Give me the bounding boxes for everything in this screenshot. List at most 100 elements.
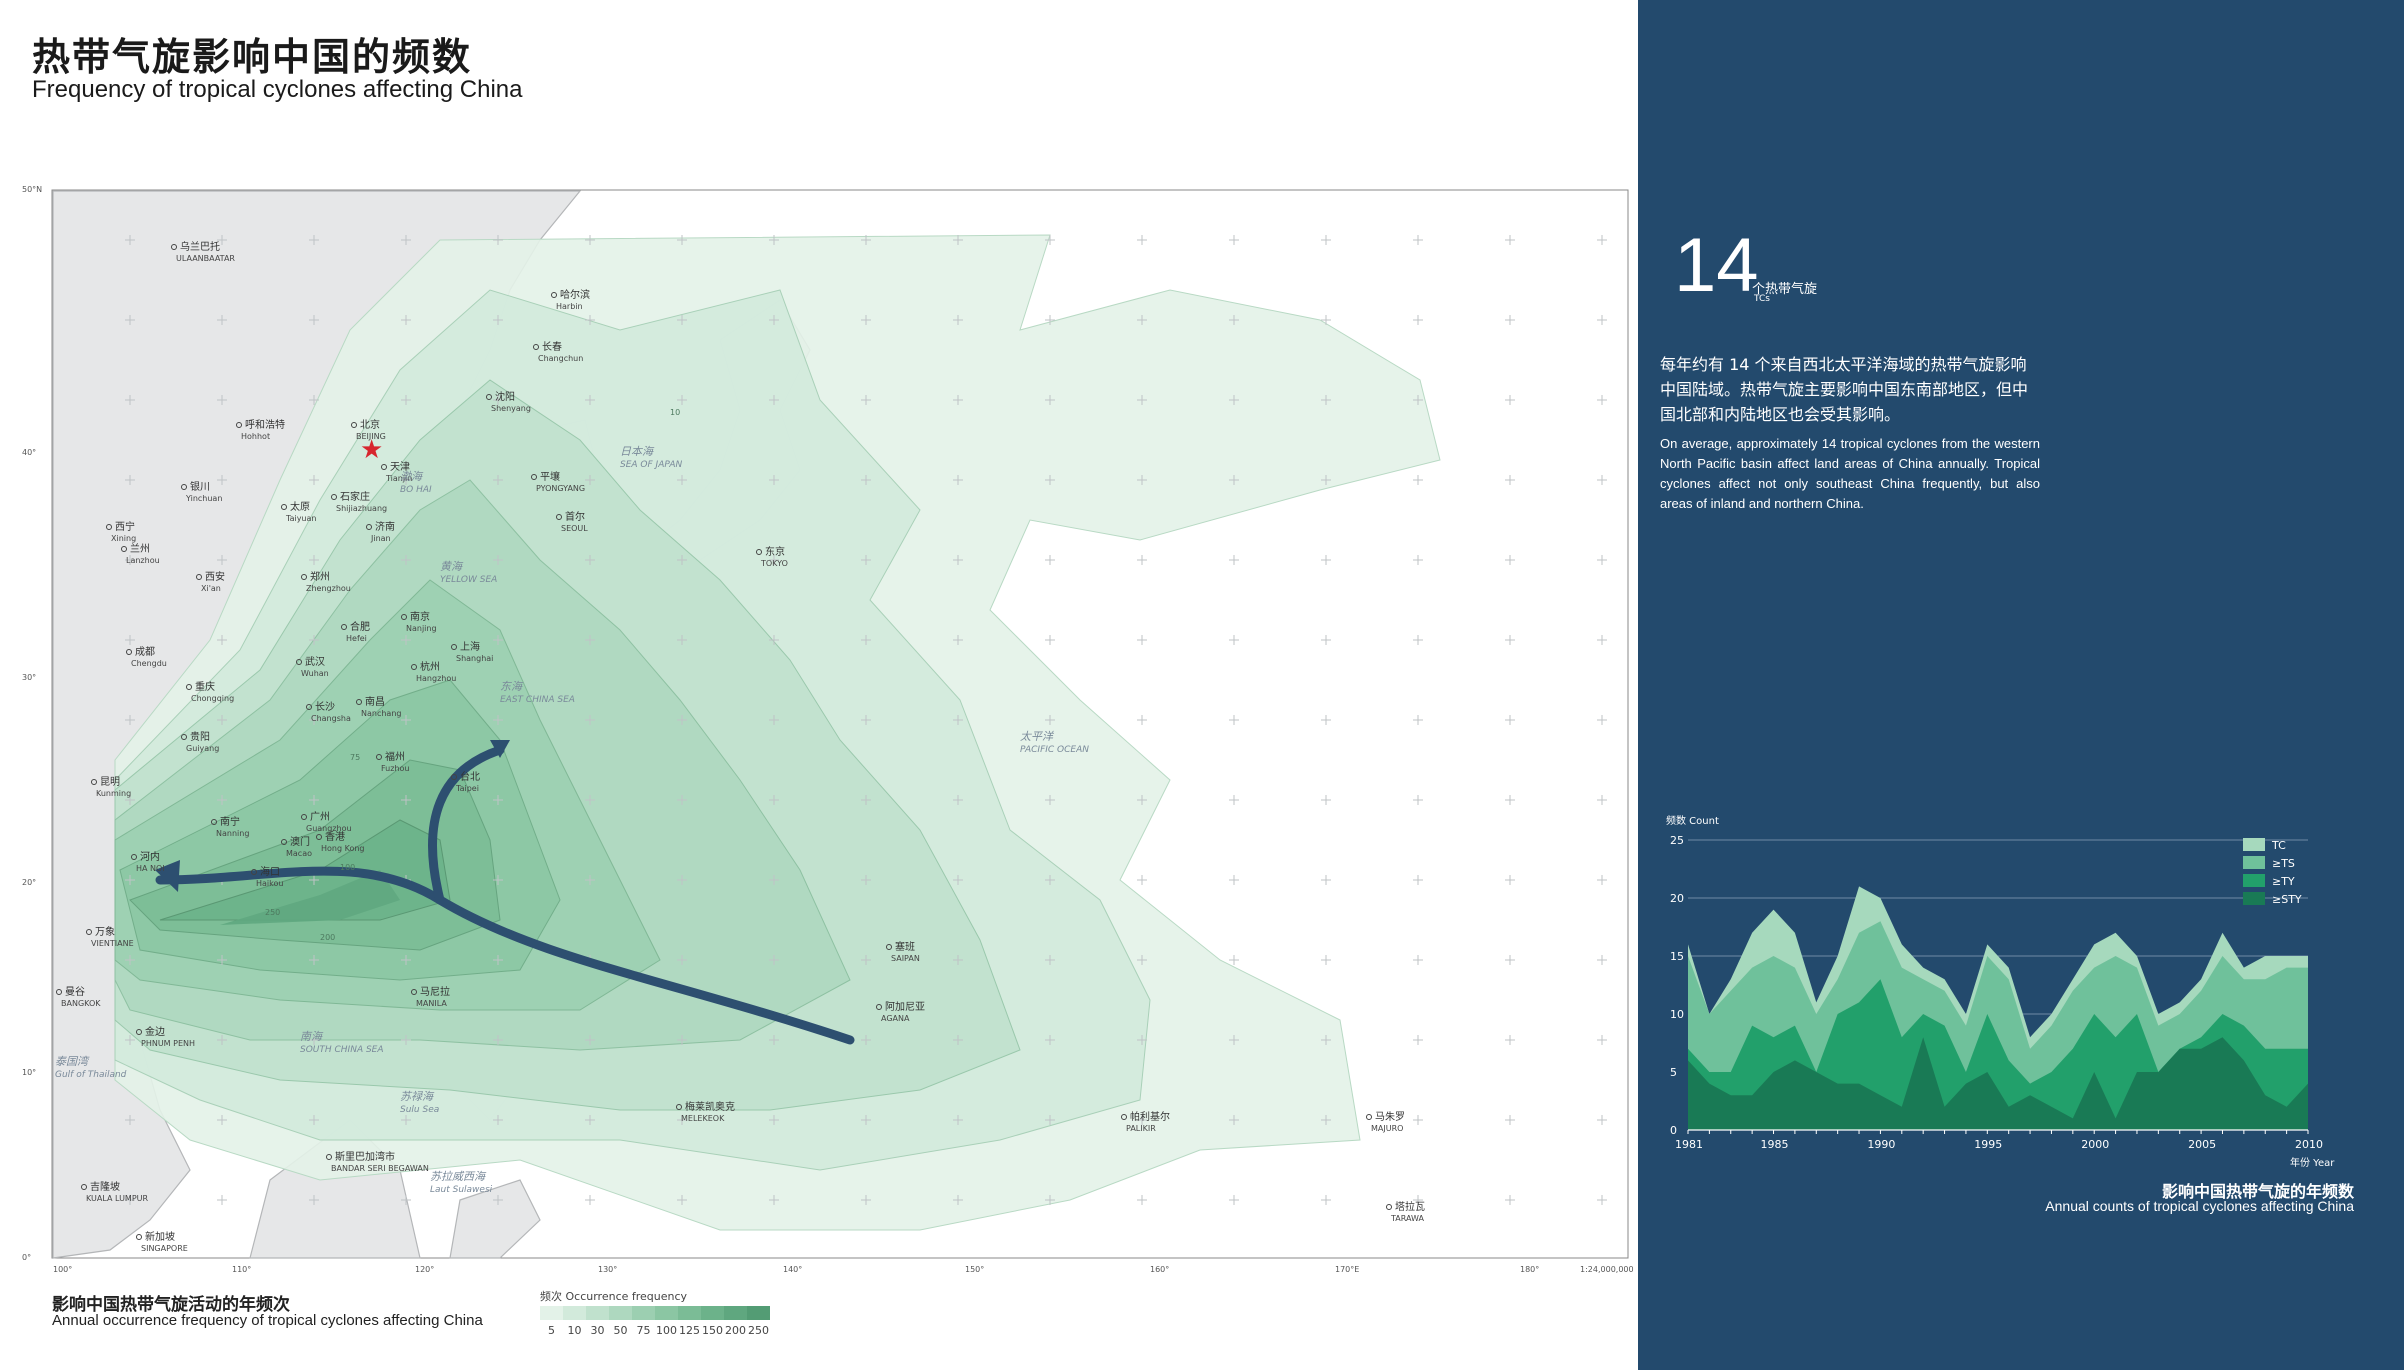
city-label-en: BANGKOK — [61, 999, 101, 1008]
city-label-en: Jinan — [370, 534, 391, 543]
city-label-en: Yinchuan — [185, 494, 222, 503]
city-label-en: HA NOI — [136, 864, 165, 873]
sea-label-en: Gulf of Thailand — [55, 1070, 127, 1080]
x-tick-label: 1981 — [1675, 1138, 1703, 1151]
city-label-en: Wuhan — [301, 669, 329, 678]
frequency-legend-swatch — [586, 1306, 609, 1320]
city-label-en: Tianjin — [385, 474, 412, 483]
city-label-en: ULAANBAATAR — [176, 254, 235, 263]
contour-label: 100 — [340, 863, 355, 872]
city-label-en: Changchun — [538, 354, 583, 363]
legend-label: TC — [2271, 839, 2286, 852]
sea-label-cn: 东海 — [500, 680, 524, 693]
sea-label-cn: 太平洋 — [1020, 730, 1055, 743]
frequency-legend-tick: 250 — [748, 1324, 769, 1337]
city-dot-icon — [411, 989, 417, 995]
frequency-legend-tick: 150 — [702, 1324, 723, 1337]
sea-label-en: EAST CHINA SEA — [500, 695, 575, 705]
sea-label-en: SEA OF JAPAN — [620, 460, 682, 470]
city-label-cn: 平壤 — [540, 470, 560, 483]
frequency-contours — [114, 234, 1441, 1231]
lon-tick-label: 100° — [53, 1265, 72, 1274]
city-label-en: Zhengzhou — [306, 584, 351, 593]
city-label-en: Shijiazhuang — [336, 504, 387, 513]
city-label-cn: 塞班 — [895, 940, 915, 953]
city-label-en: Xining — [111, 534, 136, 543]
y-tick-label: 25 — [1670, 834, 1684, 847]
map-legend-title-cn: 影响中国热带气旋活动的年频次 — [52, 1295, 290, 1315]
lat-tick-label: 40° — [22, 448, 36, 457]
city-label-en: TARAWA — [1390, 1214, 1424, 1223]
city-label-en: PYONGYANG — [536, 484, 585, 493]
sea-label-en: PACIFIC OCEAN — [1020, 745, 1089, 755]
annual-tc-unit-en: TCs — [1754, 294, 1770, 304]
sea-label-cn: 泰国湾 — [55, 1055, 90, 1068]
lon-tick-label: 110° — [232, 1265, 251, 1274]
city-dot-icon — [451, 774, 457, 780]
city-label-cn: 西宁 — [115, 520, 135, 533]
city-label-en: Taipei — [455, 784, 479, 793]
sea-label-cn: 黄海 — [440, 560, 464, 573]
city-dot-icon — [756, 549, 762, 555]
city-label-en: Chengdu — [131, 659, 167, 668]
contour-label: 75 — [350, 753, 360, 762]
city-label-cn: 澳门 — [290, 835, 310, 848]
city-dot-icon — [186, 684, 192, 690]
y-tick-label: 10 — [1670, 1008, 1684, 1021]
city-dot-icon — [56, 989, 62, 995]
contour-label: 200 — [320, 933, 335, 942]
city-dot-icon — [556, 514, 562, 520]
city-label-cn: 上海 — [460, 640, 480, 653]
city-dot-icon — [281, 504, 287, 510]
frequency-legend-tick: 5 — [548, 1324, 555, 1337]
city-label-cn: 合肥 — [350, 620, 370, 633]
lat-tick-label: 0° — [22, 1253, 31, 1262]
frequency-legend-swatch — [540, 1306, 563, 1320]
city-label-en: Nanjing — [406, 624, 437, 633]
lon-tick-label: 130° — [598, 1265, 617, 1274]
city-label-en: Hong Kong — [321, 844, 365, 853]
lon-tick-label: 140° — [783, 1265, 802, 1274]
legend-swatch — [2243, 856, 2265, 869]
sea-label-en: Laut Sulawesi — [430, 1185, 493, 1195]
city-label-cn: 银川 — [190, 480, 210, 493]
legend-swatch — [2243, 892, 2265, 905]
city-dot-icon — [886, 944, 892, 950]
city-label-cn: 曼谷 — [65, 986, 85, 998]
city-dot-icon — [136, 1029, 142, 1035]
frequency-legend-swatch — [563, 1306, 586, 1320]
page-title-cn: 热带气旋影响中国的频数 — [32, 35, 473, 79]
x-axis-label: 年份 Year — [2290, 1156, 2335, 1169]
graticule — [125, 235, 1607, 1205]
city-label-cn: 兰州 — [130, 542, 150, 555]
cyclone-tracks — [155, 740, 855, 1045]
sea-label-en: Sulu Sea — [400, 1105, 439, 1115]
city-label-cn: 贵阳 — [190, 730, 210, 743]
city-label-cn: 马尼拉 — [420, 985, 450, 998]
city-label-cn: 北京 — [360, 418, 380, 431]
city-label-cn: 杭州 — [420, 660, 440, 673]
city-dot-icon — [533, 344, 539, 350]
city-label-cn: 长春 — [542, 341, 562, 353]
city-label-en: Harbin — [556, 302, 583, 311]
city-label-cn: 香港 — [325, 831, 345, 843]
city-label-cn: 河内 — [140, 850, 160, 863]
track-arrow-north — [428, 745, 505, 905]
city-dot-icon — [341, 624, 347, 630]
capital-star-icon: ★ — [360, 435, 383, 465]
city-label-cn: 帕利基尔 — [1130, 1110, 1170, 1123]
frequency-legend-tick: 30 — [590, 1324, 605, 1337]
city-label-en: Nanning — [216, 829, 249, 838]
city-label-en: PHNUM PENH — [141, 1039, 195, 1048]
frequency-legend-label: 频次 Occurrence frequency — [540, 1290, 688, 1303]
city-label-cn: 塔拉瓦 — [1395, 1200, 1425, 1213]
city-label-en: Nanchang — [361, 709, 401, 718]
city-label-en: Hangzhou — [416, 674, 456, 683]
city-dot-icon — [326, 1154, 332, 1160]
city-dot-icon — [136, 1234, 142, 1240]
city-label-en: Lanzhou — [126, 556, 160, 565]
city-label-en: SAIPAN — [891, 954, 920, 963]
y-tick-label: 20 — [1670, 892, 1684, 905]
legend-label: ≥TY — [2272, 875, 2295, 888]
city-label-cn: 乌兰巴托 — [180, 240, 220, 253]
